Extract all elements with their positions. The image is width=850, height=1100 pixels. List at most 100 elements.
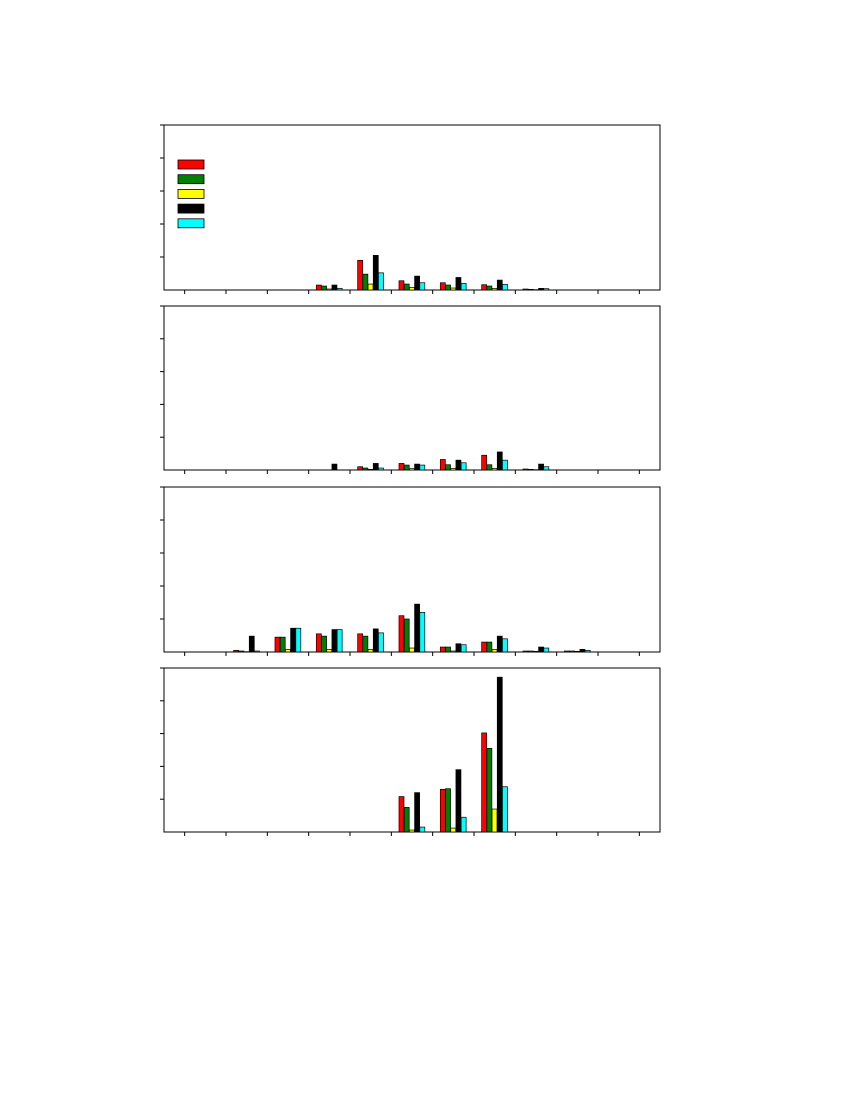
- bar-series-4-cat-8: [496, 635, 503, 653]
- bar-series-4-cat-7: [455, 643, 462, 653]
- bar-series-4-cat-4: [331, 284, 338, 291]
- bar-series-1-cat-3: [274, 636, 281, 653]
- bar-series-4-cat-6: [414, 792, 420, 833]
- legend-swatch-1: [177, 159, 205, 170]
- bar-series-1-cat-6: [398, 280, 405, 291]
- bar-series-5-cat-9: [543, 647, 550, 653]
- bar-series-2-cat-9: [527, 288, 534, 291]
- bar-series-5-cat-8: [502, 284, 508, 291]
- chart-panel-3: [160, 486, 661, 656]
- bar-series-3-cat-5: [367, 283, 374, 291]
- bar-series-1-cat-8: [481, 284, 488, 291]
- bar-series-2-cat-8: [486, 285, 493, 291]
- bar-series-4-cat-4: [331, 463, 338, 471]
- bar-series-1-cat-4: [315, 284, 322, 291]
- bar-series-4-cat-5: [372, 463, 379, 471]
- bar-series-1-cat-9: [522, 468, 529, 471]
- bar-series-1-cat-6: [398, 615, 405, 653]
- bar-series-1-cat-2: [233, 649, 240, 653]
- bar-series-5-cat-6: [419, 612, 426, 653]
- plot-frame: [163, 305, 661, 471]
- bar-series-2-cat-7: [445, 646, 451, 653]
- bar-series-4-cat-8: [496, 279, 503, 291]
- chart-panel-2: [160, 305, 661, 474]
- bar-series-1-cat-5: [357, 466, 364, 471]
- bar-series-5-cat-8: [502, 638, 508, 653]
- bar-series-4-cat-3: [290, 627, 296, 653]
- bar-series-3-cat-6: [409, 829, 415, 833]
- bar-series-4-cat-4: [331, 629, 338, 653]
- legend-swatch-5: [177, 218, 205, 229]
- bar-series-3-cat-7: [450, 827, 457, 833]
- bar-series-5-cat-8: [502, 786, 508, 833]
- bar-series-2-cat-6: [403, 807, 410, 833]
- chart-panel-1: [160, 124, 661, 294]
- bar-series-1-cat-6: [398, 796, 405, 833]
- bar-series-3-cat-6: [409, 647, 415, 653]
- bar-series-3-cat-7: [450, 287, 457, 291]
- bar-series-5-cat-6: [419, 826, 426, 833]
- bar-series-4-cat-8: [496, 676, 503, 833]
- bar-series-2-cat-6: [403, 464, 410, 471]
- bar-series-4-cat-6: [414, 603, 420, 653]
- bar-series-2-cat-7: [445, 284, 451, 291]
- bar-series-4-cat-8: [496, 451, 503, 471]
- bar-series-2-cat-7: [445, 788, 451, 833]
- plot-frame: [163, 667, 661, 833]
- bar-series-2-cat-5: [362, 273, 369, 291]
- bar-series-1-cat-4: [315, 633, 322, 653]
- bar-series-4-cat-9: [538, 288, 544, 291]
- bar-series-5-cat-7: [460, 283, 467, 291]
- plot-frame: [163, 124, 661, 291]
- bar-series-4-cat-7: [455, 459, 462, 471]
- bar-series-5-cat-6: [419, 282, 426, 291]
- bar-series-1-cat-8: [481, 454, 488, 471]
- bar-series-1-cat-8: [481, 732, 488, 833]
- legend-swatch-4: [177, 203, 205, 214]
- bar-series-3-cat-5: [367, 468, 374, 471]
- bar-series-2-cat-8: [486, 748, 493, 833]
- bar-series-3-cat-5: [367, 649, 374, 653]
- bar-series-3-cat-10: [574, 650, 581, 653]
- bar-series-3-cat-9: [533, 650, 539, 653]
- legend-swatch-3: [177, 188, 205, 199]
- bar-series-2-cat-3: [279, 636, 286, 653]
- bar-series-5-cat-9: [543, 288, 550, 291]
- bar-series-2-cat-5: [362, 467, 369, 471]
- bar-series-4-cat-9: [538, 646, 544, 653]
- bar-series-4-cat-2: [248, 635, 255, 653]
- bar-series-5-cat-4: [336, 288, 343, 291]
- bar-series-5-cat-8: [502, 459, 508, 471]
- bar-series-5-cat-7: [460, 816, 467, 833]
- bar-series-4-cat-5: [372, 255, 379, 291]
- bar-series-1-cat-6: [398, 463, 405, 471]
- bar-series-2-cat-10: [569, 650, 575, 653]
- bar-series-2-cat-4: [321, 635, 327, 653]
- bar-series-1-cat-7: [439, 789, 446, 833]
- bar-series-5-cat-10: [584, 649, 591, 653]
- bar-series-1-cat-7: [439, 459, 446, 471]
- bar-series-3-cat-8: [491, 468, 498, 471]
- bar-series-1-cat-7: [439, 646, 446, 653]
- bar-series-4-cat-5: [372, 628, 379, 653]
- bar-series-5-cat-6: [419, 464, 426, 471]
- bar-series-4-cat-7: [455, 769, 462, 833]
- bar-series-5-cat-4: [336, 629, 343, 653]
- bar-series-3-cat-4: [326, 288, 333, 291]
- bar-series-2-cat-6: [403, 618, 410, 653]
- bar-series-3-cat-6: [409, 468, 415, 471]
- bar-series-3-cat-8: [491, 649, 498, 653]
- bar-series-3-cat-4: [326, 649, 333, 653]
- bar-series-1-cat-9: [522, 288, 529, 291]
- bar-series-5-cat-5: [378, 467, 384, 471]
- bar-series-5-cat-3: [295, 627, 302, 653]
- bar-series-2-cat-8: [486, 464, 493, 471]
- bar-series-3-cat-7: [450, 650, 457, 653]
- bar-series-2-cat-5: [362, 635, 369, 653]
- bar-series-5-cat-5: [378, 632, 384, 653]
- bar-series-2-cat-8: [486, 641, 493, 653]
- bar-series-4-cat-9: [538, 463, 544, 471]
- bar-series-2-cat-7: [445, 464, 451, 471]
- bar-series-5-cat-5: [378, 272, 384, 291]
